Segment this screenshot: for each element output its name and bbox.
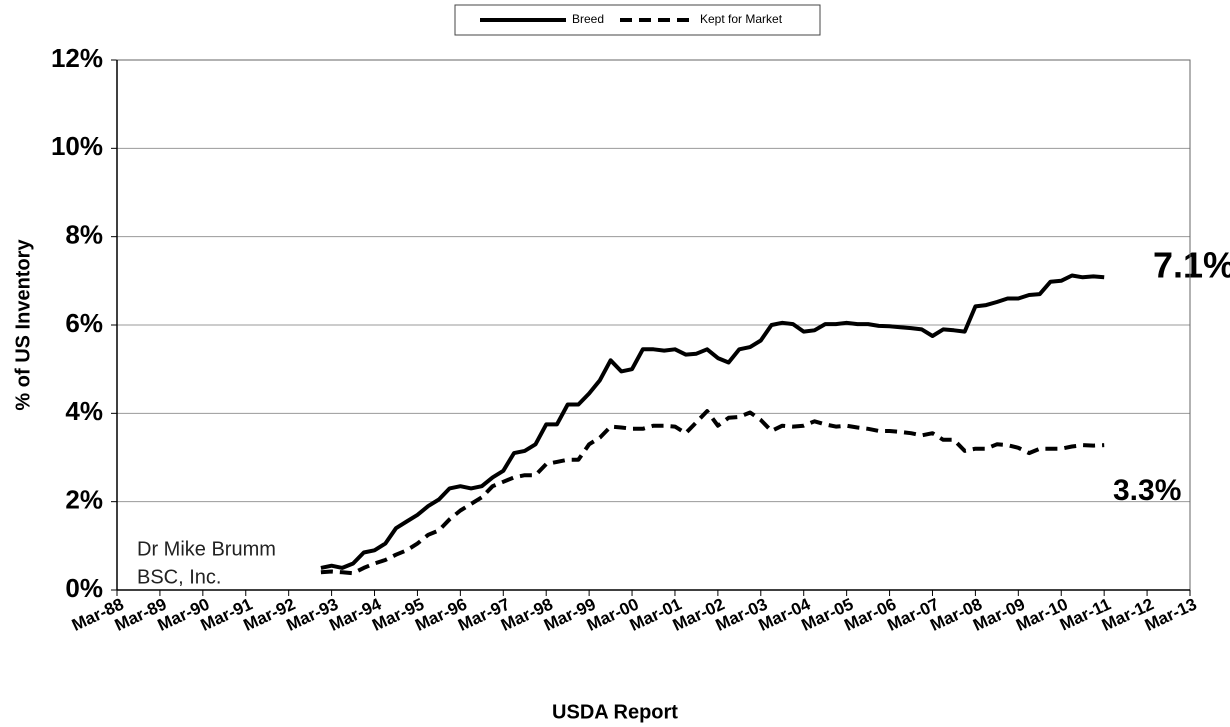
annotation: BSC, Inc. — [137, 566, 221, 588]
annotation: Dr Mike Brumm — [137, 538, 276, 560]
legend-label: Kept for Market — [700, 12, 783, 26]
y-tick-label: 0% — [65, 573, 103, 603]
y-tick-label: 8% — [65, 220, 103, 250]
annotation: 7.1% — [1153, 245, 1230, 286]
y-tick-label: 6% — [65, 308, 103, 338]
y-tick-label: 10% — [51, 131, 103, 161]
line-series — [320, 273, 1105, 570]
line-series — [320, 409, 1105, 576]
x-axis-label: USDA Report — [552, 701, 678, 723]
y-tick-label: 12% — [51, 43, 103, 73]
y-axis-label: % of US Inventory — [12, 239, 34, 411]
y-tick-label: 4% — [65, 396, 103, 426]
y-tick-label: 2% — [65, 485, 103, 515]
legend-label: Breed — [572, 12, 604, 26]
